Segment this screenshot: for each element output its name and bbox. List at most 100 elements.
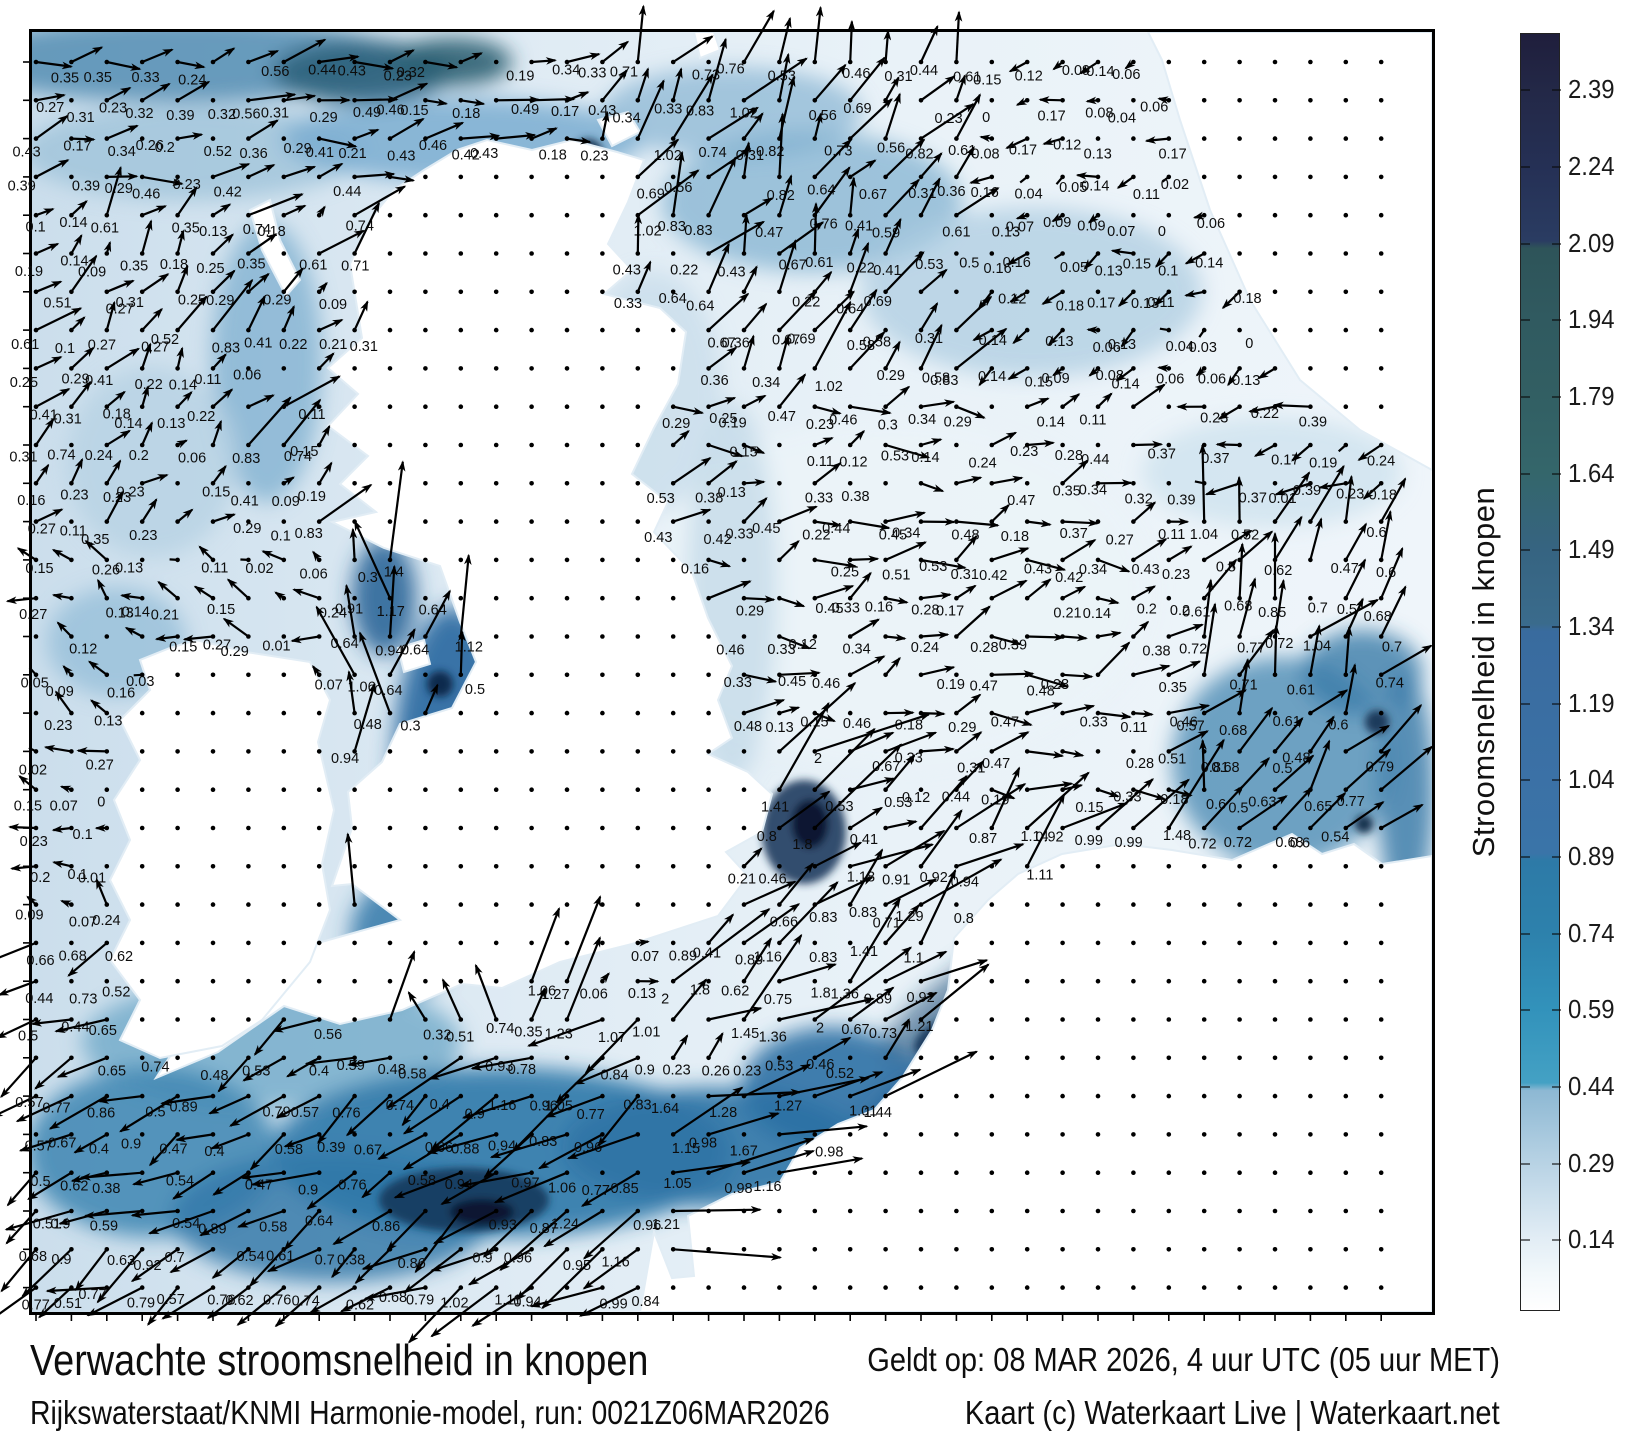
current-arrow — [460, 98, 486, 107]
grid-dot — [954, 251, 959, 256]
current-arrow — [266, 1248, 320, 1273]
current-arrow — [920, 558, 967, 570]
current-arrow — [169, 558, 178, 561]
grid-dot — [812, 672, 818, 678]
current-arrow — [344, 583, 356, 637]
current-arrow — [672, 508, 712, 523]
grid-dot — [564, 634, 570, 639]
current-value-label: 0.1 — [26, 219, 46, 235]
current-value-label: 0.62 — [60, 1179, 88, 1195]
current-arrow — [247, 233, 278, 255]
current-arrow — [45, 1286, 107, 1295]
current-value-label: 0.23 — [733, 1063, 761, 1079]
current-arrow — [814, 290, 855, 331]
grid-dot — [635, 710, 641, 716]
grid-dot — [33, 710, 39, 716]
grid-dot — [423, 481, 428, 486]
current-arrow — [920, 482, 945, 493]
current-arrow — [353, 682, 376, 752]
grid-dot — [246, 1017, 251, 1022]
current-arrow — [672, 1034, 689, 1059]
current-arrow — [849, 98, 893, 140]
grid-dot — [741, 557, 747, 563]
current-arrow — [814, 712, 837, 723]
grid-dot — [954, 1247, 959, 1252]
current-arrow — [208, 1095, 249, 1115]
current-value-label: 0.01 — [262, 638, 290, 654]
current-arrow — [1167, 738, 1225, 829]
current-arrow — [1159, 327, 1169, 332]
current-value-label: 0.87 — [969, 831, 997, 847]
current-arrow — [920, 438, 943, 447]
current-value-label: 0.13 — [106, 605, 134, 621]
current-value-label: 0.26 — [92, 562, 120, 578]
grid-dot — [493, 174, 499, 180]
current-value-label: 0.83 — [232, 451, 260, 467]
colorbar-tick — [1521, 702, 1530, 705]
current-value-label: 0.31 — [54, 412, 82, 428]
current-value-label: 0.35 — [1053, 483, 1081, 499]
current-arrow — [1157, 364, 1169, 373]
grid-dot — [423, 404, 428, 410]
grid-dot — [458, 749, 464, 754]
colorbar-tick — [1552, 625, 1561, 628]
current-value-label: 0.23 — [662, 1062, 690, 1078]
current-arrow — [636, 67, 650, 101]
current-arrow — [1006, 252, 1028, 266]
current-value-label: 0.23 — [806, 417, 834, 433]
current-value-label: 0.71 — [341, 258, 369, 274]
current-value-label: 0.18 — [1369, 487, 1397, 503]
grid-dot — [352, 864, 357, 869]
current-arrow — [79, 1171, 143, 1181]
current-value-label: 0.06 — [580, 987, 608, 1003]
current-arrow — [1132, 501, 1157, 523]
current-arrow — [18, 1133, 72, 1152]
current-arrow — [428, 1056, 497, 1080]
current-value-label: 0.32 — [423, 1028, 451, 1044]
grid-dot — [1095, 442, 1101, 448]
grid-dot — [1343, 978, 1349, 984]
grid-dot — [1024, 634, 1030, 639]
current-value-label: 0.9 — [472, 1251, 492, 1267]
current-value-label: 0.94 — [375, 644, 403, 660]
grid-dot — [1201, 174, 1207, 180]
current-value-label: 0.46 — [376, 102, 404, 118]
current-arrow — [483, 1133, 533, 1179]
current-value-label: 0 — [1158, 224, 1166, 240]
grid-dot — [847, 1055, 853, 1061]
grid-dot — [1237, 1247, 1242, 1252]
current-value-label: 0.46 — [842, 66, 870, 82]
current-value-label: 0.59 — [90, 1218, 118, 1234]
current-arrow — [1168, 788, 1193, 797]
grid-dot — [458, 251, 464, 256]
current-value-label: 0.01 — [1268, 491, 1296, 507]
grid-dot — [564, 251, 570, 256]
current-arrow — [124, 626, 143, 638]
current-value-label: 1.48 — [1163, 828, 1191, 844]
current-arrow — [318, 229, 366, 255]
grid-dot — [529, 481, 534, 486]
current-arrow — [1079, 61, 1099, 75]
grid-dot — [1308, 174, 1313, 180]
current-arrow — [318, 318, 344, 332]
grid-dot — [1272, 1208, 1278, 1214]
current-arrow — [743, 933, 803, 1021]
current-value-label: 0.91 — [335, 601, 363, 617]
grid-dot — [493, 327, 499, 333]
current-value-label: 0.1 — [55, 341, 75, 357]
colorbar-tick — [1521, 779, 1530, 782]
grid-dot — [1308, 1285, 1313, 1290]
current-arrow — [1062, 633, 1088, 642]
grid-dot — [210, 940, 216, 946]
grid-dot — [1378, 1093, 1384, 1099]
grid-dot — [989, 1208, 995, 1214]
colorbar-tick — [1552, 1239, 1561, 1242]
grid-dot — [954, 1170, 959, 1175]
current-value-label: 0.74 — [47, 448, 75, 464]
grid-dot — [529, 289, 534, 295]
current-arrow — [0, 980, 37, 996]
grid-dot — [635, 787, 641, 792]
current-value-label: 0.35 — [120, 258, 148, 274]
current-arrow — [920, 745, 956, 754]
current-arrow — [814, 727, 876, 791]
